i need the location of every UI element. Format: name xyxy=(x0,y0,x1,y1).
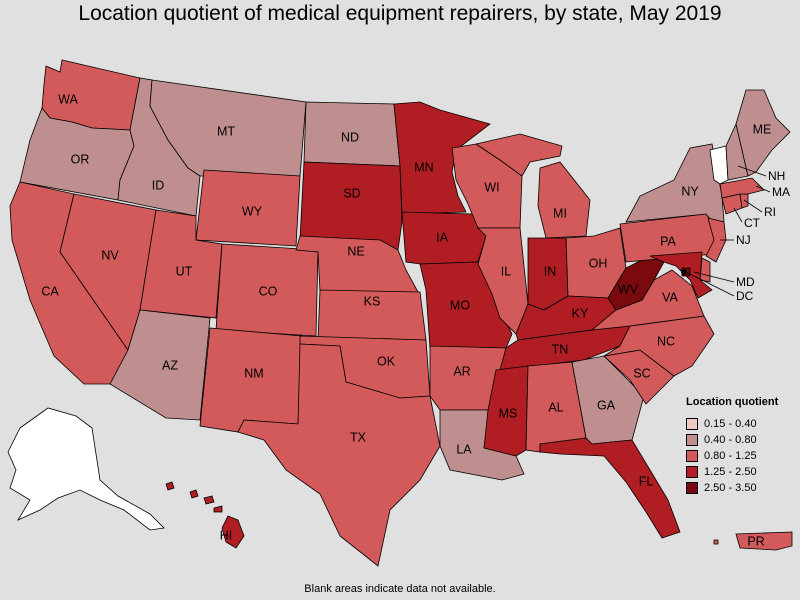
label-nd: ND xyxy=(341,130,359,144)
state-mt[interactable] xyxy=(149,79,307,177)
state-ny[interactable] xyxy=(625,143,725,227)
state-me[interactable] xyxy=(735,89,791,177)
legend-label: 1.25 - 2.50 xyxy=(704,466,757,478)
state-wy[interactable] xyxy=(195,169,301,247)
label-co: CO xyxy=(259,284,278,298)
state-hi[interactable] xyxy=(165,481,245,549)
state-md[interactable] xyxy=(649,251,713,299)
label-id: ID xyxy=(152,178,165,192)
state-fl[interactable] xyxy=(539,437,681,539)
state-pr[interactable] xyxy=(713,531,793,551)
legend-label: 0.80 - 1.25 xyxy=(704,450,757,462)
label-tn: TN xyxy=(552,342,569,356)
label-dc: DC xyxy=(736,289,754,303)
label-ar: AR xyxy=(453,364,470,378)
legend-item: 0.80 - 1.25 xyxy=(686,448,798,464)
label-nc: NC xyxy=(657,334,675,348)
dc-marker xyxy=(681,269,687,275)
legend-label: 0.40 - 0.80 xyxy=(704,434,757,446)
state-vt[interactable] xyxy=(709,145,729,185)
label-ok: OK xyxy=(377,354,396,368)
state-mi[interactable] xyxy=(475,133,591,239)
label-il: IL xyxy=(501,264,511,278)
label-la: LA xyxy=(456,442,472,456)
label-az: AZ xyxy=(162,358,178,372)
label-ne: NE xyxy=(347,244,364,258)
footnote: Blank areas indicate data not available. xyxy=(304,583,496,595)
legend-item: 0.15 - 0.40 xyxy=(686,416,798,432)
label-in: IN xyxy=(544,264,557,278)
label-al: AL xyxy=(548,400,563,414)
label-ks: KS xyxy=(364,294,381,308)
label-ri: RI xyxy=(764,205,776,219)
label-mn: MN xyxy=(414,160,433,174)
label-pa: PA xyxy=(660,234,676,248)
state-tx[interactable] xyxy=(237,343,441,567)
state-ak[interactable] xyxy=(7,407,165,531)
state-co[interactable] xyxy=(215,243,319,337)
label-ms: MS xyxy=(499,406,518,420)
legend-swatch xyxy=(686,418,698,430)
state-mn[interactable] xyxy=(393,101,491,215)
label-ut: UT xyxy=(176,264,193,278)
legend-item: 1.25 - 2.50 xyxy=(686,464,798,480)
label-wi: WI xyxy=(484,180,499,194)
label-mo: MO xyxy=(450,298,470,312)
label-ga: GA xyxy=(597,398,616,412)
legend-item: 2.50 - 3.50 xyxy=(686,480,798,496)
state-il[interactable] xyxy=(477,227,529,335)
legend-swatch xyxy=(686,434,698,446)
legend-label: 2.50 - 3.50 xyxy=(704,482,757,494)
label-md: MD xyxy=(736,275,755,289)
label-sd: SD xyxy=(343,186,360,200)
state-ma[interactable] xyxy=(719,177,765,199)
label-nh: NH xyxy=(768,169,785,183)
label-nm: NM xyxy=(244,366,263,380)
label-mi: MI xyxy=(553,206,567,220)
legend-swatch xyxy=(686,482,698,494)
label-tx: TX xyxy=(350,430,367,444)
state-az[interactable] xyxy=(109,309,211,421)
map-title: Location quotient of medical equipment r… xyxy=(78,2,722,25)
legend: Location quotient 0.15 - 0.40 0.40 - 0.8… xyxy=(686,396,798,496)
label-ct: CT xyxy=(744,216,761,230)
leader-lines xyxy=(685,165,771,297)
label-va: VA xyxy=(662,290,678,304)
label-fl: FL xyxy=(639,474,654,488)
state-nj[interactable] xyxy=(705,217,727,263)
label-oh: OH xyxy=(589,256,608,270)
label-me: ME xyxy=(753,122,772,136)
label-wv: WV xyxy=(618,282,639,296)
label-ky: KY xyxy=(572,306,589,320)
label-ny: NY xyxy=(681,184,699,198)
label-wy: WY xyxy=(242,204,263,218)
label-hi: HI xyxy=(220,528,233,542)
label-ma: MA xyxy=(772,185,790,199)
label-sc: SC xyxy=(633,366,650,380)
label-or: OR xyxy=(71,152,90,166)
label-mt: MT xyxy=(217,124,235,138)
legend-item: 0.40 - 0.80 xyxy=(686,432,798,448)
label-nv: NV xyxy=(101,248,119,262)
legend-title: Location quotient xyxy=(686,396,779,408)
label-ca: CA xyxy=(41,284,59,298)
label-nj: NJ xyxy=(736,233,751,247)
label-wa: WA xyxy=(58,92,78,106)
label-ia: IA xyxy=(436,230,448,244)
legend-swatch xyxy=(686,450,698,462)
label-pr: PR xyxy=(747,534,764,548)
legend-swatch xyxy=(686,466,698,478)
legend-label: 0.15 - 0.40 xyxy=(704,418,757,430)
